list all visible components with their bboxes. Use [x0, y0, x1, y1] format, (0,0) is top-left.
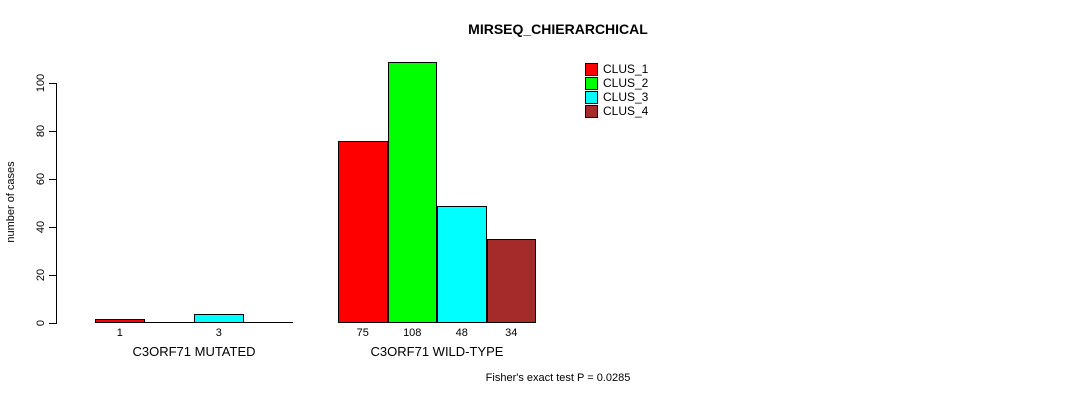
legend-swatch — [585, 77, 598, 90]
bar-value-label: 75 — [356, 327, 369, 339]
y-tick-label: 40 — [35, 220, 47, 234]
bar-value-label: 34 — [505, 327, 518, 339]
bar-value-label: 3 — [215, 327, 222, 339]
bar-value-label: 108 — [403, 327, 422, 339]
bar — [437, 206, 487, 323]
legend-label: CLUS_4 — [603, 104, 649, 118]
x-axis-group-label: C3ORF71 WILD-TYPE — [370, 344, 504, 359]
legend-item: CLUS_3 — [585, 91, 648, 104]
y-tick — [49, 179, 56, 180]
y-tick-label: 0 — [35, 319, 47, 327]
legend-label: CLUS_1 — [603, 62, 649, 76]
chart-title: MIRSEQ_CHIERARCHICAL — [468, 21, 648, 37]
legend-swatch — [585, 91, 598, 104]
y-tick-label: 20 — [35, 268, 47, 282]
bar — [95, 319, 145, 323]
y-tick — [49, 83, 56, 84]
legend-swatch — [585, 105, 598, 118]
bar — [144, 322, 194, 323]
bar — [194, 314, 244, 323]
y-tick — [49, 227, 56, 228]
y-axis-label: number of cases — [5, 161, 17, 243]
bar — [486, 239, 536, 323]
y-tick — [49, 323, 56, 324]
y-tick — [49, 131, 56, 132]
legend-item: CLUS_2 — [585, 77, 648, 90]
legend: CLUS_1 CLUS_2 CLUS_3 CLUS_4 — [585, 63, 648, 118]
bar — [243, 322, 293, 323]
bar — [387, 62, 437, 323]
footnote-pvalue: Fisher's exact test P = 0.0285 — [485, 372, 631, 384]
y-tick-label: 60 — [35, 172, 47, 186]
x-axis-group-label: C3ORF71 MUTATED — [132, 344, 256, 359]
legend-item: CLUS_4 — [585, 105, 648, 118]
legend-label: CLUS_2 — [603, 76, 649, 90]
y-tick — [49, 275, 56, 276]
y-tick-label: 80 — [35, 124, 47, 138]
y-tick-label: 100 — [35, 73, 47, 93]
bar-value-label: 48 — [455, 327, 468, 339]
legend-label: CLUS_3 — [603, 90, 649, 104]
bar-value-label: 1 — [116, 327, 123, 339]
y-axis-line — [56, 83, 57, 324]
legend-swatch — [585, 63, 598, 76]
legend-item: CLUS_1 — [585, 63, 648, 76]
bar — [338, 141, 388, 323]
